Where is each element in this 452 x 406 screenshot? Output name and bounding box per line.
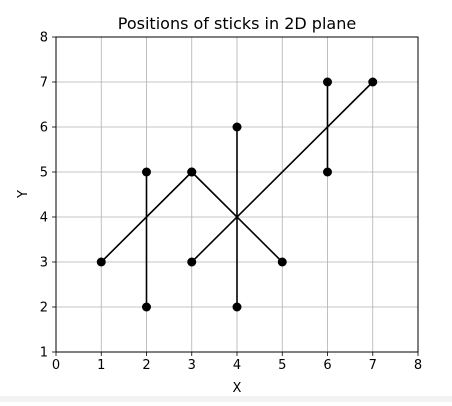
y-tick-label: 8: [40, 31, 48, 46]
x-tick-label: 3: [188, 358, 196, 373]
stick-1-endpoint-1: [96, 257, 106, 267]
stick-2-endpoint-1: [142, 302, 151, 312]
stick-4-endpoint-2: [368, 77, 378, 87]
y-tick-label: 3: [40, 256, 48, 271]
x-axis-label: X: [233, 381, 242, 396]
x-tick-label: 2: [142, 358, 150, 373]
stick-3-endpoint-1: [187, 167, 197, 177]
chart-title: Positions of sticks in 2D plane: [118, 14, 356, 33]
y-axis-label: Y: [16, 190, 31, 199]
x-tick-label: 8: [414, 358, 422, 373]
stick-6-endpoint-2: [323, 77, 332, 87]
stick-4-endpoint-1: [187, 257, 197, 267]
stick-5-endpoint-1: [232, 302, 242, 312]
x-tick-label: 1: [97, 358, 105, 373]
stick-5-endpoint-2: [232, 122, 242, 132]
stick-2-endpoint-2: [142, 167, 151, 177]
y-tick-label: 4: [40, 211, 48, 226]
stick-6-endpoint-1: [323, 167, 332, 177]
bottom-strip: [0, 396, 452, 402]
y-tick-label: 1: [40, 346, 48, 361]
y-tick-label: 2: [40, 301, 48, 316]
y-tick-label: 5: [40, 166, 48, 181]
x-tick-label: 6: [323, 358, 331, 373]
y-tick-label: 6: [40, 121, 48, 136]
y-tick-label: 7: [40, 76, 48, 91]
x-tick-label: 4: [233, 358, 241, 373]
stick-line-4: [191, 81, 374, 263]
data-layer: [96, 77, 378, 312]
stick-3-endpoint-2: [277, 257, 287, 267]
x-tick-label: 0: [52, 358, 60, 373]
x-tick-label: 7: [369, 358, 377, 373]
x-tick-label: 5: [278, 358, 286, 373]
